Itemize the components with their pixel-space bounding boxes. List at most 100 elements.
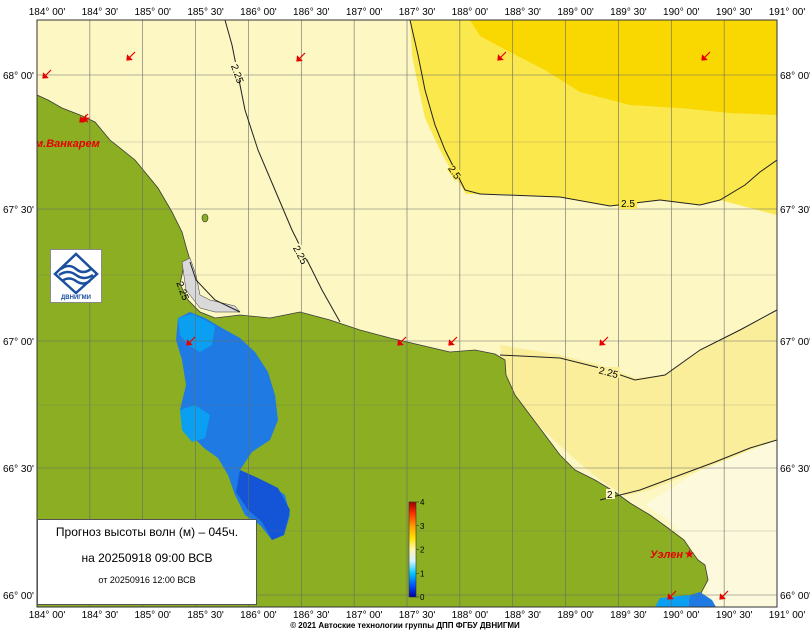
wave-arrow-icon bbox=[701, 51, 711, 61]
city-label-uelen: Уэлен bbox=[650, 549, 683, 561]
lon-label-bottom: 189° 30' bbox=[610, 610, 647, 621]
isolines bbox=[189, 20, 777, 501]
strait-water-light bbox=[655, 595, 690, 607]
lon-label-top: 190° 30' bbox=[716, 7, 753, 18]
lon-label-top: 189° 30' bbox=[610, 7, 647, 18]
lat-label-right: 67° 30' bbox=[780, 205, 810, 216]
colorbar-tick-label: 0 bbox=[420, 593, 425, 602]
forecast-title: Прогноз высоты волн (м) – 045ч. bbox=[55, 525, 239, 539]
islet bbox=[201, 213, 209, 223]
wave-arrow-icon bbox=[79, 113, 89, 123]
lon-label-bottom: 191° 00' bbox=[769, 610, 806, 621]
lat-label-left: 66° 30' bbox=[3, 464, 34, 475]
forecast-issued-time: от 20250916 12:00 ВСВ bbox=[98, 575, 196, 585]
wave-arrow-icon bbox=[397, 336, 407, 346]
lon-label-top: 186° 30' bbox=[293, 7, 330, 18]
wave-arrow-icon bbox=[126, 51, 136, 61]
lon-label-top: 186° 00' bbox=[240, 7, 277, 18]
lon-label-bottom: 185° 00' bbox=[134, 610, 171, 621]
lon-label-top: 187° 30' bbox=[399, 7, 436, 18]
lon-label-bottom: 184° 00' bbox=[29, 610, 66, 621]
lat-label-right: 68° 00' bbox=[780, 71, 810, 82]
sea-zone-pale-se bbox=[645, 440, 777, 607]
map-frame bbox=[36, 19, 778, 608]
dvnigmi-logo: ДВНИГМИ bbox=[50, 249, 102, 303]
lon-label-top: 187° 00' bbox=[346, 7, 383, 18]
lon-label-top: 185° 30' bbox=[187, 7, 224, 18]
isoline-labels: 2.25 2.25 2.25 2.5 2.5 2.25 2 bbox=[173, 60, 637, 501]
colorbar-ramp bbox=[408, 501, 417, 598]
wave-arrow-icon bbox=[186, 336, 196, 346]
lon-label-top: 184° 00' bbox=[29, 7, 66, 18]
lat-label-left: 66° 00' bbox=[3, 591, 34, 602]
lon-label-bottom: 184° 30' bbox=[82, 610, 119, 621]
lon-label-top: 188° 00' bbox=[452, 7, 489, 18]
wave-arrow-icon bbox=[719, 590, 729, 600]
lon-label-top: 190° 00' bbox=[663, 7, 700, 18]
lon-axis-bottom: 184° 00' 184° 30' 185° 00' 185° 30' 186° 00'… bbox=[29, 610, 806, 621]
colorbar: 0 1 2 3 4 bbox=[408, 498, 425, 602]
lat-axis-left: 68° 00' 67° 30' 67° 00' 66° 30' 66° 00' bbox=[3, 71, 34, 602]
logo-emblem-icon bbox=[53, 252, 99, 295]
land-chukotka bbox=[37, 94, 709, 607]
isoline-2-25-east bbox=[499, 309, 777, 381]
colorbar-tick-label: 3 bbox=[420, 522, 425, 531]
wave-arrow-icon bbox=[448, 336, 458, 346]
city-uelen: ★ Уэлен bbox=[650, 547, 695, 561]
lon-label-bottom: 188° 30' bbox=[504, 610, 541, 621]
city-label-vankarem: м.Ванкарем bbox=[35, 138, 100, 150]
lat-label-left: 67° 30' bbox=[3, 205, 34, 216]
map-grid bbox=[37, 20, 777, 607]
lat-label-right: 66° 30' bbox=[780, 464, 810, 475]
wave-direction-arrows bbox=[42, 51, 729, 600]
isoline-2-25-west bbox=[189, 261, 241, 313]
isoline-2-5-west bbox=[409, 20, 481, 195]
lat-label-right: 67° 00' bbox=[780, 337, 810, 348]
lon-label-bottom: 186° 00' bbox=[240, 610, 277, 621]
wave-arrow-icon bbox=[599, 336, 609, 346]
logo-label: ДВНИГМИ bbox=[61, 295, 91, 301]
lon-label-bottom: 190° 00' bbox=[663, 610, 700, 621]
isoline-label-2: 2 bbox=[607, 490, 613, 501]
sea-zone-mid bbox=[500, 312, 777, 496]
sea-zone-gold bbox=[470, 20, 777, 115]
colorbar-ticks: 0 1 2 3 4 bbox=[416, 498, 425, 602]
copyright-footer: © 2021 Автоские технологии группы ДПП ФГ… bbox=[290, 621, 520, 630]
isoline-label-2-5-b: 2.5 bbox=[621, 199, 635, 210]
lon-label-top: 188° 30' bbox=[504, 7, 541, 18]
colorbar-tick-label: 1 bbox=[420, 569, 425, 578]
lon-label-bottom: 189° 00' bbox=[557, 610, 594, 621]
lon-label-bottom: 187° 00' bbox=[346, 610, 383, 621]
lon-label-top: 184° 30' bbox=[82, 7, 119, 18]
isoline-label-2-25-c: 2.25 bbox=[598, 366, 620, 382]
lat-axis-right: 68° 00' 67° 30' 67° 00' 66° 30' 66° 00' bbox=[780, 71, 810, 602]
lagoon-shallow-2 bbox=[180, 405, 210, 442]
lon-label-top: 185° 00' bbox=[134, 7, 171, 18]
lat-label-left: 67° 00' bbox=[3, 337, 34, 348]
isoline-2-se bbox=[599, 439, 777, 501]
isoline-2-5-south bbox=[479, 159, 777, 207]
wave-arrow-icon bbox=[42, 69, 52, 79]
wave-arrow-icon bbox=[497, 51, 507, 61]
city-star-icon: ★ bbox=[684, 547, 695, 561]
lon-label-bottom: 185° 30' bbox=[187, 610, 224, 621]
lat-label-right: 66° 00' bbox=[780, 591, 810, 602]
lon-label-top: 191° 00' bbox=[769, 7, 806, 18]
lon-label-top: 189° 00' bbox=[557, 7, 594, 18]
colorbar-tick-label: 4 bbox=[420, 498, 425, 507]
lon-label-bottom: 190° 30' bbox=[716, 610, 753, 621]
lon-label-bottom: 187° 30' bbox=[399, 610, 436, 621]
lagoon-deep bbox=[236, 470, 290, 540]
forecast-valid-time: на 20250918 09:00 ВСВ bbox=[81, 551, 213, 565]
wave-arrow-icon bbox=[667, 590, 677, 600]
lon-label-bottom: 188° 00' bbox=[452, 610, 489, 621]
isoline-2-25-north bbox=[224, 20, 341, 323]
city-star-icon: ★ bbox=[80, 112, 91, 126]
lon-label-bottom: 186° 30' bbox=[293, 610, 330, 621]
forecast-info-box: Прогноз высоты волн (м) – 045ч. на 20250… bbox=[37, 519, 257, 605]
lat-label-left: 68° 00' bbox=[3, 71, 34, 82]
strait-water bbox=[688, 592, 716, 607]
wave-arrow-icon bbox=[296, 52, 306, 62]
colorbar-tick-label: 2 bbox=[420, 546, 425, 555]
